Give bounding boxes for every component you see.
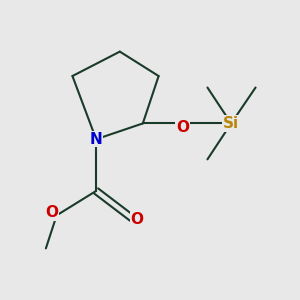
Text: O: O: [176, 120, 189, 135]
Text: Si: Si: [223, 116, 239, 131]
Text: N: N: [90, 132, 103, 147]
Text: O: O: [45, 205, 58, 220]
Text: O: O: [130, 212, 144, 227]
